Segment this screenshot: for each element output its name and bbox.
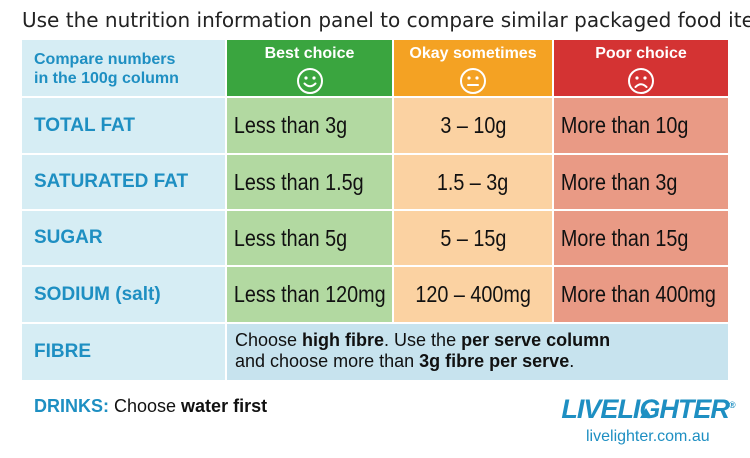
best-choice-header: Best choice (227, 40, 392, 96)
row-label-sugar: SUGAR (22, 211, 225, 265)
website-url: livelighter.com.au (586, 428, 710, 445)
sugar-okay-value: 5 – 15g (439, 224, 507, 251)
compare-header: Compare numbers in the 100g column (22, 40, 225, 96)
sodium-okay: 120 – 400mg (394, 267, 552, 322)
sugar-okay: 5 – 15g (394, 211, 552, 265)
fibre-bold-1: high fibre (302, 330, 385, 350)
logo-wordmark: LIVELIGHTER® (561, 390, 736, 424)
page-title: Use the nutrition information panel to c… (22, 8, 750, 32)
drinks-bold: water first (181, 396, 268, 416)
fibre-text-2: . Use the (384, 330, 462, 350)
sugar-poor-value: More than 15g (560, 224, 689, 251)
saturated-fat-poor-value: More than 3g (560, 168, 678, 195)
sugar-best-value: Less than 5g (233, 224, 348, 251)
saturated-fat-okay: 1.5 – 3g (394, 155, 552, 209)
sodium-poor: More than 400mg (554, 267, 728, 322)
sodium-poor-value: More than 400mg (560, 281, 716, 307)
compare-line-2: in the 100g column (34, 70, 179, 87)
row-label-saturated-fat: SATURATED FAT (22, 155, 225, 209)
total-fat-okay-value: 3 – 10g (439, 112, 507, 138)
saturated-fat-best-value: Less than 1.5g (233, 168, 364, 195)
total-fat-okay: 3 – 10g (394, 98, 552, 153)
poor-choice-label: Poor choice (595, 45, 687, 62)
best-choice-label: Best choice (264, 45, 355, 62)
total-fat-poor-value: More than 10g (560, 112, 689, 138)
sugar-poor: More than 15g (554, 211, 728, 265)
sad-face-icon (628, 68, 654, 94)
okay-sometimes-label: Okay sometimes (409, 45, 537, 62)
fibre-bold-2: per serve column (461, 330, 611, 350)
saturated-fat-poor: More than 3g (554, 155, 728, 209)
fibre-text-1: Choose (235, 330, 303, 350)
triangle-icon (640, 408, 652, 418)
neutral-face-icon (460, 68, 486, 94)
logo-registered-mark: ® (728, 400, 736, 410)
row-label-fibre: FIBRE (22, 324, 225, 380)
logo-lighter: LIGHTER (617, 394, 729, 424)
fibre-text-3: and choose more than (235, 351, 420, 371)
sodium-okay-value: 120 – 400mg (415, 281, 531, 307)
fibre-bold-3: 3g fibre per serve (419, 351, 570, 371)
total-fat-best-value: Less than 3g (233, 112, 348, 138)
smiley-face-icon (296, 68, 323, 94)
sodium-best-value: Less than 120mg (233, 281, 386, 307)
total-fat-poor: More than 10g (554, 98, 728, 153)
okay-sometimes-header: Okay sometimes (394, 40, 552, 96)
drinks-label: DRINKS: (34, 396, 109, 416)
row-label-total-fat: TOTAL FAT (22, 98, 225, 153)
row-label-sodium: SODIUM (salt) (22, 267, 225, 322)
saturated-fat-okay-value: 1.5 – 3g (437, 168, 509, 195)
drinks-advice: DRINKS: Choose water first (34, 396, 267, 417)
compare-line-1: Compare numbers (34, 51, 176, 68)
sugar-best: Less than 5g (227, 211, 392, 265)
poor-choice-header: Poor choice (554, 40, 728, 96)
livelighter-logo: LIVELIGHTER® (561, 388, 735, 424)
sodium-best: Less than 120mg (227, 267, 392, 322)
saturated-fat-best: Less than 1.5g (227, 155, 392, 209)
fibre-text-4: . (569, 351, 575, 371)
fibre-advice: Choose high fibre. Use the per serve col… (227, 324, 728, 380)
comparison-table: Compare numbers in the 100g column Best … (22, 40, 728, 380)
drinks-text: Choose (109, 396, 182, 416)
logo-live: LIVE (561, 394, 618, 424)
total-fat-best: Less than 3g (227, 98, 392, 153)
